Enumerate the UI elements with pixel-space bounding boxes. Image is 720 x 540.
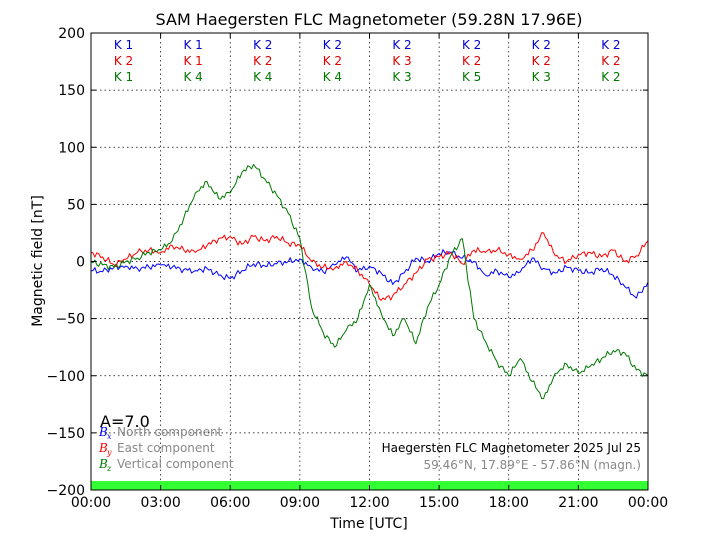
y-tick-label: −150 <box>47 426 85 442</box>
y-tick-label: −100 <box>47 369 85 385</box>
x-tick-label: 12:00 <box>349 495 389 511</box>
y-tick-label: 200 <box>58 26 85 42</box>
x-tick-label: 06:00 <box>210 495 250 511</box>
series-line-x <box>90 249 649 299</box>
k-index-label: K 3 <box>532 70 551 84</box>
k-index-label: K 4 <box>323 70 342 84</box>
y-tick-label: 50 <box>67 197 85 213</box>
x-tick-label: 09:00 <box>280 495 320 511</box>
k-index-label: K 2 <box>462 54 481 68</box>
station-annotation-title: Haegersten FLC Magnetometer 2025 Jul 25 <box>382 441 641 455</box>
legend-symbol: B <box>98 441 108 455</box>
a-index-label: A=7.0 <box>100 412 150 431</box>
k-index-label: K 2 <box>253 38 272 52</box>
k-index-label: K 2 <box>462 38 481 52</box>
k-index-label: K 2 <box>114 54 133 68</box>
k-index-label: K 3 <box>392 70 411 84</box>
k-index-label: K 2 <box>323 38 342 52</box>
x-tick-label: 15:00 <box>419 495 459 511</box>
k-index-label: K 2 <box>532 38 551 52</box>
k-index-labels: K 1 K 1 K 2 K 2 K 2 K 2 K 2 K 2 K 2 K 1 K 2 K 2 K 3 K… <box>114 38 621 84</box>
k-index-label: K 1 <box>114 38 133 52</box>
x-tick-label: 18:00 <box>489 495 529 511</box>
series-line-z <box>90 163 649 400</box>
k-index-label: K 2 <box>532 54 551 68</box>
chart-title: SAM Haegersten FLC Magnetometer (59.28N … <box>156 10 583 29</box>
k-index-label: K 2 <box>601 38 620 52</box>
station-annotation-coordinates: 59.46°N, 17.89°E - 57.86°N (magn.) <box>424 458 641 472</box>
x-tick-label: 03:00 <box>140 495 180 511</box>
x-tick-label: 21:00 <box>558 495 598 511</box>
k-index-label: K 1 <box>183 54 202 68</box>
legend-symbol-subscript: z <box>106 464 112 473</box>
k-index-label: K 2 <box>253 54 272 68</box>
series-layer <box>90 163 649 400</box>
legend-symbol: B <box>98 457 108 471</box>
k-index-label: K 2 <box>392 38 411 52</box>
k-index-label: K 2 <box>601 70 620 84</box>
legend-symbol: B <box>98 425 108 439</box>
y-tick-label: −200 <box>47 483 85 499</box>
y-tick-label: 0 <box>76 255 85 271</box>
x-tick-label: 00:00 <box>628 495 668 511</box>
y-axis-label: Magnetic field [nT] <box>30 195 46 327</box>
k-index-label: K 4 <box>183 70 202 84</box>
k-index-label: K 2 <box>323 54 342 68</box>
k-index-label: K 2 <box>601 54 620 68</box>
k-index-label: K 5 <box>462 70 481 84</box>
legend-entry-label: Vertical component <box>117 457 234 471</box>
axis-ticks: 00:00 03:00 06:00 09:00 12:00 15:00 18:00 21:00… <box>47 26 669 511</box>
k-index-label: K 3 <box>392 54 411 68</box>
x-tick-label: 00:00 <box>71 495 111 511</box>
grid-lines <box>91 33 648 490</box>
k-index-label: K 1 <box>114 70 133 84</box>
x-axis-label: Time [UTC] <box>329 516 407 532</box>
legend-symbol-subscript: x <box>107 432 112 441</box>
y-tick-label: 100 <box>58 140 85 156</box>
k-index-label: K 1 <box>183 38 202 52</box>
y-tick-label: −50 <box>55 312 85 328</box>
legend-entry-label: East component <box>117 441 215 455</box>
k-index-label: K 4 <box>253 70 272 84</box>
y-tick-label: 150 <box>58 83 85 99</box>
legend-entry-label: North component <box>117 425 223 439</box>
legend-symbol-subscript: y <box>106 448 112 457</box>
